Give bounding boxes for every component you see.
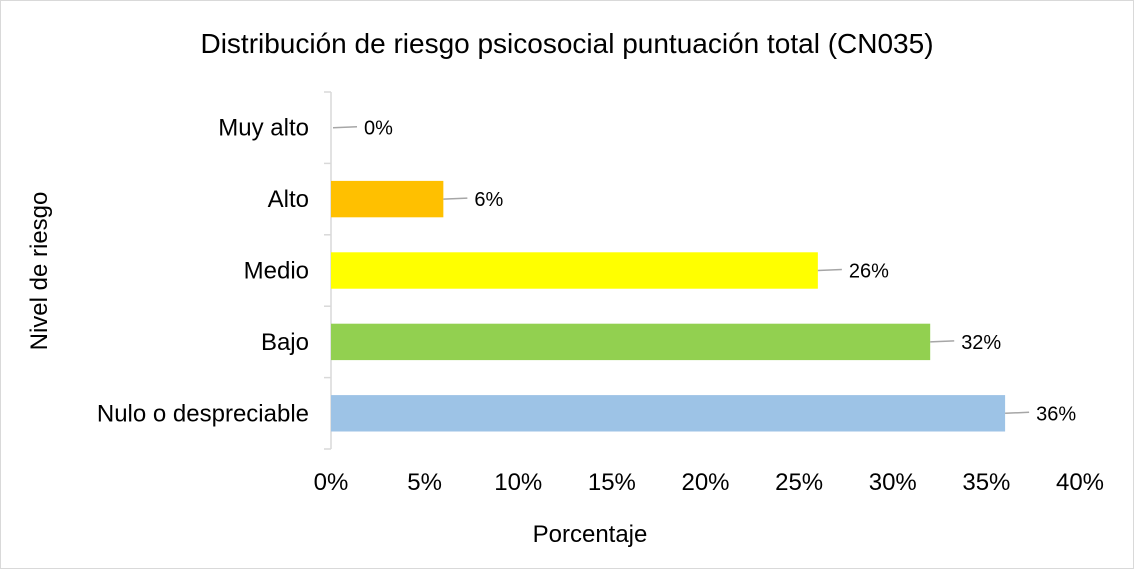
leader-line [443, 197, 468, 200]
leader-line [1005, 411, 1030, 415]
category-label: Medio [244, 258, 309, 285]
data-label: 0% [364, 118, 393, 140]
data-label: 36% [1036, 403, 1076, 425]
x-tick-label: 30% [869, 469, 917, 496]
leader-line [930, 340, 955, 343]
data-label: 26% [849, 261, 889, 283]
leader-line [817, 268, 842, 272]
data-label: 6% [474, 189, 503, 211]
plot-area: Muy alto 0% Alto 6% Medio 26% Bajo 32% Nulo o de… [97, 91, 1104, 496]
bar-3 [331, 252, 818, 289]
category-label: Nulo o despreciable [97, 400, 309, 427]
x-axis-title: Porcentaje [533, 521, 648, 548]
category-label: Alto [268, 186, 309, 213]
x-tick-label: 20% [681, 469, 729, 496]
leader-line [332, 125, 358, 129]
bar-2 [331, 180, 444, 218]
bar-5 [331, 395, 1006, 432]
x-tick-label: 40% [1056, 469, 1104, 496]
category-label: Muy alto [218, 115, 309, 142]
x-tick-label: 10% [494, 469, 542, 496]
bar-4 [331, 323, 931, 361]
chart-title: Distribución de riesgo psicosocial puntu… [200, 28, 933, 59]
category-label: Bajo [261, 329, 309, 356]
x-tick-label: 0% [314, 469, 349, 496]
y-axis-title: Nivel de riesgo [26, 192, 53, 351]
data-label: 32% [961, 332, 1001, 354]
x-tick-label: 5% [407, 469, 442, 496]
x-tick-label: 35% [962, 469, 1010, 496]
x-tick-label: 25% [775, 469, 823, 496]
x-tick-label: 15% [588, 469, 636, 496]
